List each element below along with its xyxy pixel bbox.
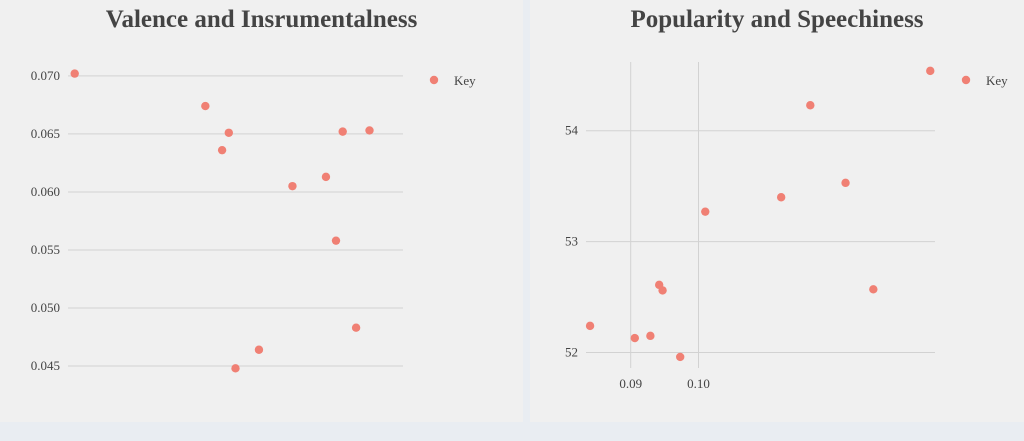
y-tick-label: 0.065 xyxy=(31,126,60,141)
data-point xyxy=(231,364,240,373)
data-point xyxy=(841,178,850,188)
y-tick-label: 0.050 xyxy=(31,300,60,315)
legend-label: Key xyxy=(986,73,1008,88)
data-point xyxy=(217,145,227,155)
chart-panel-valence: Valence and Insrumentalness 0.045 0.050 0.… xyxy=(0,0,523,422)
data-point xyxy=(869,285,878,294)
data-point xyxy=(675,352,685,362)
x-tick-label: 0.10 xyxy=(687,376,710,391)
data-point xyxy=(201,101,210,111)
legend-label: Key xyxy=(454,73,476,88)
data-point xyxy=(646,331,655,341)
data-point xyxy=(331,236,341,245)
scatter-plot-valence: 0.045 0.050 0.055 0.060 0.065 0.070 Key xyxy=(31,68,476,373)
chart-panel-popularity: Popularity and Speechiness 52 53 54 0.09 0.1… xyxy=(530,0,1024,422)
data-point xyxy=(321,172,331,182)
y-tick-label: 53 xyxy=(565,234,578,249)
data-point xyxy=(630,333,639,343)
data-point xyxy=(254,345,264,354)
data-point xyxy=(224,128,233,137)
y-tick-label: 0.045 xyxy=(31,358,60,373)
data-point xyxy=(585,321,595,331)
data-point xyxy=(288,181,297,191)
scatter-plot-popularity: 52 53 54 0.09 0.10 Key xyxy=(565,62,1008,391)
data-point xyxy=(701,207,710,216)
legend-marker xyxy=(429,75,439,85)
data-point xyxy=(776,193,786,202)
data-point xyxy=(658,286,667,295)
y-tick-label: 0.060 xyxy=(31,184,60,199)
chart-title: Valence and Insrumentalness xyxy=(105,6,418,33)
legend-marker xyxy=(961,75,971,85)
data-point xyxy=(70,69,79,78)
y-tick-label: 52 xyxy=(565,344,578,359)
data-point xyxy=(926,66,935,76)
chart-title: Popularity and Speechiness xyxy=(630,6,924,33)
data-point xyxy=(338,127,347,136)
data-point xyxy=(806,101,815,110)
data-point xyxy=(365,126,374,135)
y-tick-label: 0.055 xyxy=(31,242,60,257)
data-point xyxy=(351,323,361,332)
y-tick-label: 0.070 xyxy=(31,68,60,83)
x-tick-label: 0.09 xyxy=(619,376,642,391)
y-tick-label: 54 xyxy=(565,123,579,138)
